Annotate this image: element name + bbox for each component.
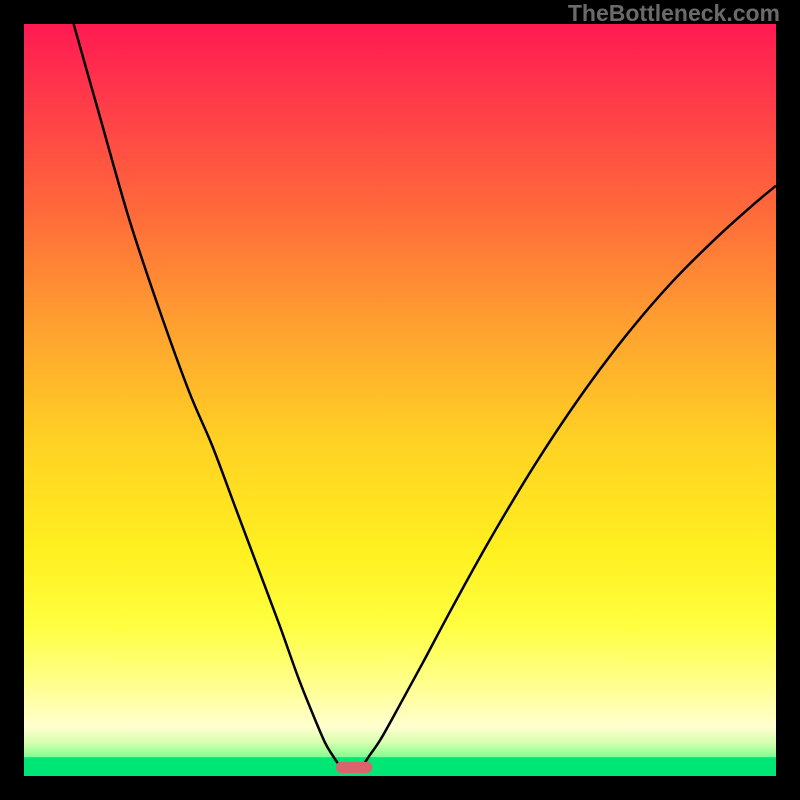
optimum-marker xyxy=(336,762,372,773)
chart-container: TheBottleneck.com xyxy=(0,0,800,800)
watermark-text: TheBottleneck.com xyxy=(568,0,780,27)
plot-background xyxy=(24,24,776,776)
green-baseline-band xyxy=(24,757,776,776)
chart-svg xyxy=(0,0,800,800)
